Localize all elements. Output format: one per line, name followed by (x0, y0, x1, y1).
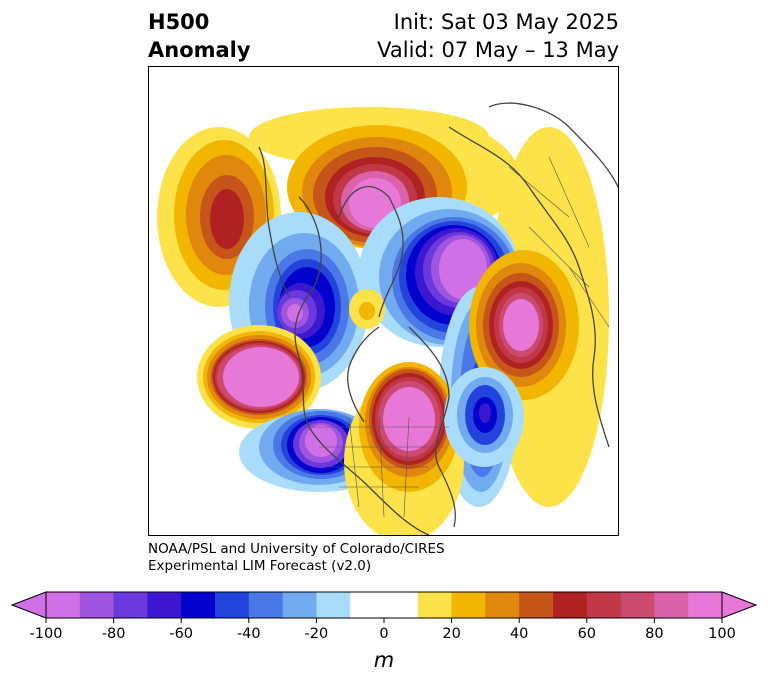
colorbar-cell (79, 592, 115, 618)
colorbar-tick-label: 40 (509, 626, 529, 642)
colorbar-cell (46, 592, 81, 618)
title-line-2: Anomaly (148, 38, 251, 62)
map-canvas (157, 102, 618, 535)
attribution-line-2: Experimental LIM Forecast (v2.0) (148, 558, 372, 574)
colorbar-cell (485, 592, 520, 618)
colorbar-cell (553, 592, 588, 618)
forecast-dates: Init: Sat 03 May 2025 Valid: 07 May – 13… (377, 8, 619, 64)
colorbar-tick-label: -20 (304, 626, 329, 642)
colorbar-tick-label: 60 (577, 626, 597, 642)
colorbar-cell (350, 592, 385, 618)
colorbar-tick-label: 0 (379, 626, 389, 642)
colorbar-cell (417, 592, 453, 618)
colorbar-cell (688, 592, 723, 618)
colorbar-tick-label: -80 (101, 626, 126, 642)
colorbar-cell (519, 592, 554, 618)
colorbar-tick-label: 80 (645, 626, 664, 642)
attribution-line-1: NOAA/PSL and University of Colorado/CIRE… (148, 541, 445, 557)
attribution: NOAA/PSL and University of Colorado/CIRE… (148, 541, 445, 575)
colorbar-tick-label: -100 (29, 626, 63, 642)
colorbar-cell (654, 592, 689, 618)
coastline-eurasia (448, 126, 610, 448)
colorbar-cell (316, 592, 351, 618)
colorbar-tick-label: 100 (708, 626, 736, 642)
colorbar-unit-label: m (373, 648, 395, 672)
colorbar-tick-label: -40 (236, 626, 261, 642)
colorbar-cell (147, 592, 182, 618)
border-layer (309, 156, 610, 518)
colorbar-extend-low (10, 591, 47, 619)
init-date-label: Init: Sat 03 May 2025 (393, 10, 619, 34)
colorbar-tick-label: -60 (169, 626, 194, 642)
map-title: H500 Anomaly (148, 8, 251, 64)
anomaly-fill-layer (157, 107, 609, 535)
colorbar-cell (384, 592, 419, 618)
valid-date-label: Valid: 07 May – 13 May (377, 38, 619, 62)
colorbar-cell (620, 592, 655, 618)
colorbar-extend-high (721, 591, 758, 619)
title-line-1: H500 (148, 10, 210, 34)
coastline-north-america (294, 196, 430, 535)
colorbar-tick-labels: -100 -80 -60 -40 -20 0 20 40 60 80 100 (0, 626, 768, 646)
colorbar-cell (451, 592, 486, 618)
colorbar-cell (181, 592, 216, 618)
coastline-layer (258, 102, 618, 535)
colorbar-cell (248, 592, 284, 618)
colorbar-cell (282, 592, 317, 618)
colorbar-tick-marks (45, 618, 723, 623)
colorbar-cell (586, 592, 622, 618)
colorbar-cell (113, 592, 148, 618)
colorbar-cells (46, 592, 723, 618)
colorbar-tick-label: 20 (442, 626, 461, 642)
colorbar (10, 591, 758, 623)
colorbar-cell (215, 592, 250, 618)
anomaly-map (148, 66, 619, 536)
